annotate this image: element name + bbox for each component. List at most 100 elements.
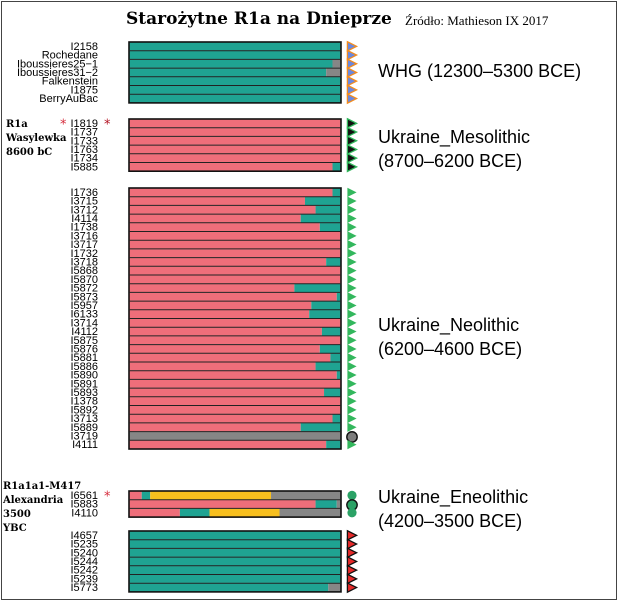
bar-segment-pink: [129, 301, 312, 310]
bar-segment-teal: [129, 94, 341, 103]
bar-segment-teal: [141, 491, 151, 500]
triangle-marker-icon: [346, 117, 359, 130]
asterisk-icon: *: [104, 490, 111, 505]
bar-segment-teal: [129, 77, 341, 86]
group-label-line: WHG (12300–5300 BCE): [378, 61, 582, 81]
triangle-marker-icon: [347, 379, 357, 389]
group-label-line: Ukraine_Neolithic: [378, 315, 520, 335]
triangle-marker-icon: [347, 292, 357, 302]
triangle-marker-icon: [347, 396, 357, 406]
bar-segment-teal: [129, 68, 327, 77]
bar-segment-teal: [319, 223, 341, 232]
bar-segment-teal: [129, 583, 329, 592]
sample-label: I4657: [70, 530, 98, 542]
sample-label: I3716: [70, 230, 98, 242]
bar-segment-teal: [129, 42, 341, 51]
alexandria-note: R1a1a1-M417 Alexandria 3500 YBC: [3, 480, 81, 536]
bar-segment-pink: [129, 162, 333, 171]
sample-label: I5773: [70, 582, 98, 594]
group-bar-frame: [128, 530, 342, 593]
triangle-marker-icon: [347, 370, 357, 380]
bar-segment-teal: [300, 423, 341, 432]
sample-label: I5875: [70, 335, 98, 347]
triangle-marker-icon: [346, 40, 359, 53]
bar-segment-teal: [304, 196, 341, 206]
triangle-marker-icon: [346, 573, 359, 585]
bar-segment-pink: [129, 440, 327, 449]
bar-segment-teal: [129, 531, 341, 540]
triangle-marker-icon: [347, 205, 357, 215]
bar-segment-pink: [129, 379, 341, 388]
bar-segment-pink: [129, 344, 320, 354]
bar-segment-teal: [319, 344, 341, 354]
bar-segment-teal: [294, 283, 341, 293]
bar-segment-pink: [129, 353, 331, 362]
bar-segment-grey: [326, 68, 341, 77]
sample-label: I1737: [70, 127, 98, 139]
sample-label: I1875: [70, 84, 98, 96]
sample-label: I5868: [70, 265, 98, 277]
bar-segment-pink: [129, 310, 310, 319]
bar-segment-pink: [129, 223, 320, 232]
bar-segment-teal: [129, 557, 341, 566]
bar-segment-pink: [129, 136, 341, 145]
sample-label: I5891: [70, 378, 98, 390]
triangle-marker-icon: [347, 187, 357, 197]
asterisk-icon: *: [60, 118, 67, 133]
triangle-marker-icon: [346, 161, 359, 173]
sample-label: I5890: [70, 370, 98, 382]
sample-label: I5876: [70, 344, 98, 356]
bar-segment-teal: [324, 388, 341, 397]
bar-segment-pink: [129, 397, 341, 406]
sample-label: I3718: [70, 257, 98, 269]
bar-segment-pink: [129, 257, 327, 267]
bar-segment-pink: [129, 327, 322, 336]
triangle-marker-icon: [346, 152, 359, 164]
sample-label: I3715: [70, 196, 98, 208]
bar-segment-teal: [309, 310, 341, 319]
sample-label: I3712: [70, 204, 98, 216]
triangle-marker-icon: [347, 239, 357, 250]
bar-segment-teal: [129, 50, 341, 60]
group-label-line: Ukraine_Eneolithic: [378, 487, 529, 507]
group-bar-frame: [128, 490, 342, 518]
triangle-marker-icon: [346, 581, 359, 594]
circle-marker-icon: [347, 508, 357, 518]
bar-segment-pink: [129, 119, 341, 128]
sample-label: I6561: [70, 490, 98, 502]
sample-label: I1732: [70, 248, 98, 260]
bar-segment-pink: [129, 275, 341, 284]
bar-segment-teal: [129, 548, 341, 557]
triangle-marker-icon: [347, 248, 357, 258]
bar-segment-teal: [326, 440, 341, 449]
sample-label: I1733: [70, 135, 98, 147]
triangle-marker-icon: [346, 135, 359, 147]
bar-segment-teal: [315, 362, 341, 371]
triangle-marker-icon: [347, 300, 357, 311]
sample-label: Rochedane: [42, 50, 98, 62]
sample-label: I5883: [70, 499, 98, 511]
bar-segment-teal: [321, 327, 341, 336]
sample-label: I1378: [70, 396, 98, 408]
sample-label: BerryAuBac: [39, 93, 98, 105]
triangle-marker-icon: [347, 413, 357, 424]
alexandria-note-line: YBC: [3, 523, 27, 534]
triangle-marker-icon: [346, 126, 359, 138]
triangle-marker-icon: [347, 274, 357, 284]
group-label-eneolithic: Ukraine_Eneolithic (4200–3500 BCE): [378, 485, 528, 533]
circle-marker-icon: [347, 490, 357, 500]
bar-segment-pink: [129, 145, 341, 154]
sample-label: I5957: [70, 300, 98, 312]
bar-segment-teal: [179, 508, 210, 517]
bar-segment-grey: [279, 508, 341, 517]
sample-label: I1738: [70, 222, 98, 234]
circle-marker-icon: [346, 431, 358, 443]
alexandria-note-line: R1a1a1-M417: [3, 481, 82, 492]
sample-label: I1736: [70, 187, 98, 199]
group-label-whg: WHG (12300–5300 BCE): [378, 59, 581, 83]
bar-segment-teal: [315, 205, 341, 214]
triangle-marker-icon: [347, 387, 357, 398]
sample-label: I5881: [70, 352, 98, 364]
wasylewka-note: R1a Wasylewka 8600 bC: [6, 118, 66, 160]
bar-segment-teal: [332, 188, 341, 197]
